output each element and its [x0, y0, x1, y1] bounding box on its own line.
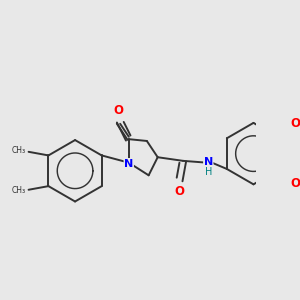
Text: O: O [174, 185, 184, 198]
Text: CH₃: CH₃ [12, 146, 26, 155]
Text: O: O [113, 104, 123, 117]
Text: O: O [290, 117, 300, 130]
Text: O: O [290, 177, 300, 190]
Text: CH₃: CH₃ [12, 186, 26, 195]
Text: H: H [205, 167, 212, 177]
Text: N: N [204, 157, 213, 167]
Text: N: N [124, 159, 134, 169]
